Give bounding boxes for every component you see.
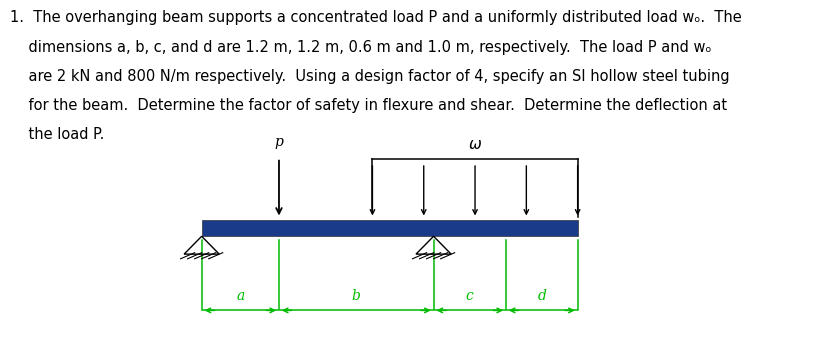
Text: p: p <box>274 135 283 149</box>
Text: for the beam.  Determine the factor of safety in flexure and shear.  Determine t: for the beam. Determine the factor of sa… <box>10 98 727 113</box>
Text: $\omega$: $\omega$ <box>468 138 482 152</box>
Text: the load P.: the load P. <box>10 127 104 143</box>
Text: c: c <box>466 288 474 302</box>
Text: a: a <box>236 288 244 302</box>
FancyBboxPatch shape <box>202 220 578 236</box>
Text: are 2 kN and 800 N/m respectively.  Using a design factor of 4, specify an SI ho: are 2 kN and 800 N/m respectively. Using… <box>10 69 729 84</box>
Text: dimensions a, b, c, and d are 1.2 m, 1.2 m, 0.6 m and 1.0 m, respectively.  The : dimensions a, b, c, and d are 1.2 m, 1.2… <box>10 40 711 55</box>
Text: 1.  The overhanging beam supports a concentrated load P and a uniformly distribu: 1. The overhanging beam supports a conce… <box>10 10 742 25</box>
Text: d: d <box>537 288 546 302</box>
Text: b: b <box>352 288 361 302</box>
